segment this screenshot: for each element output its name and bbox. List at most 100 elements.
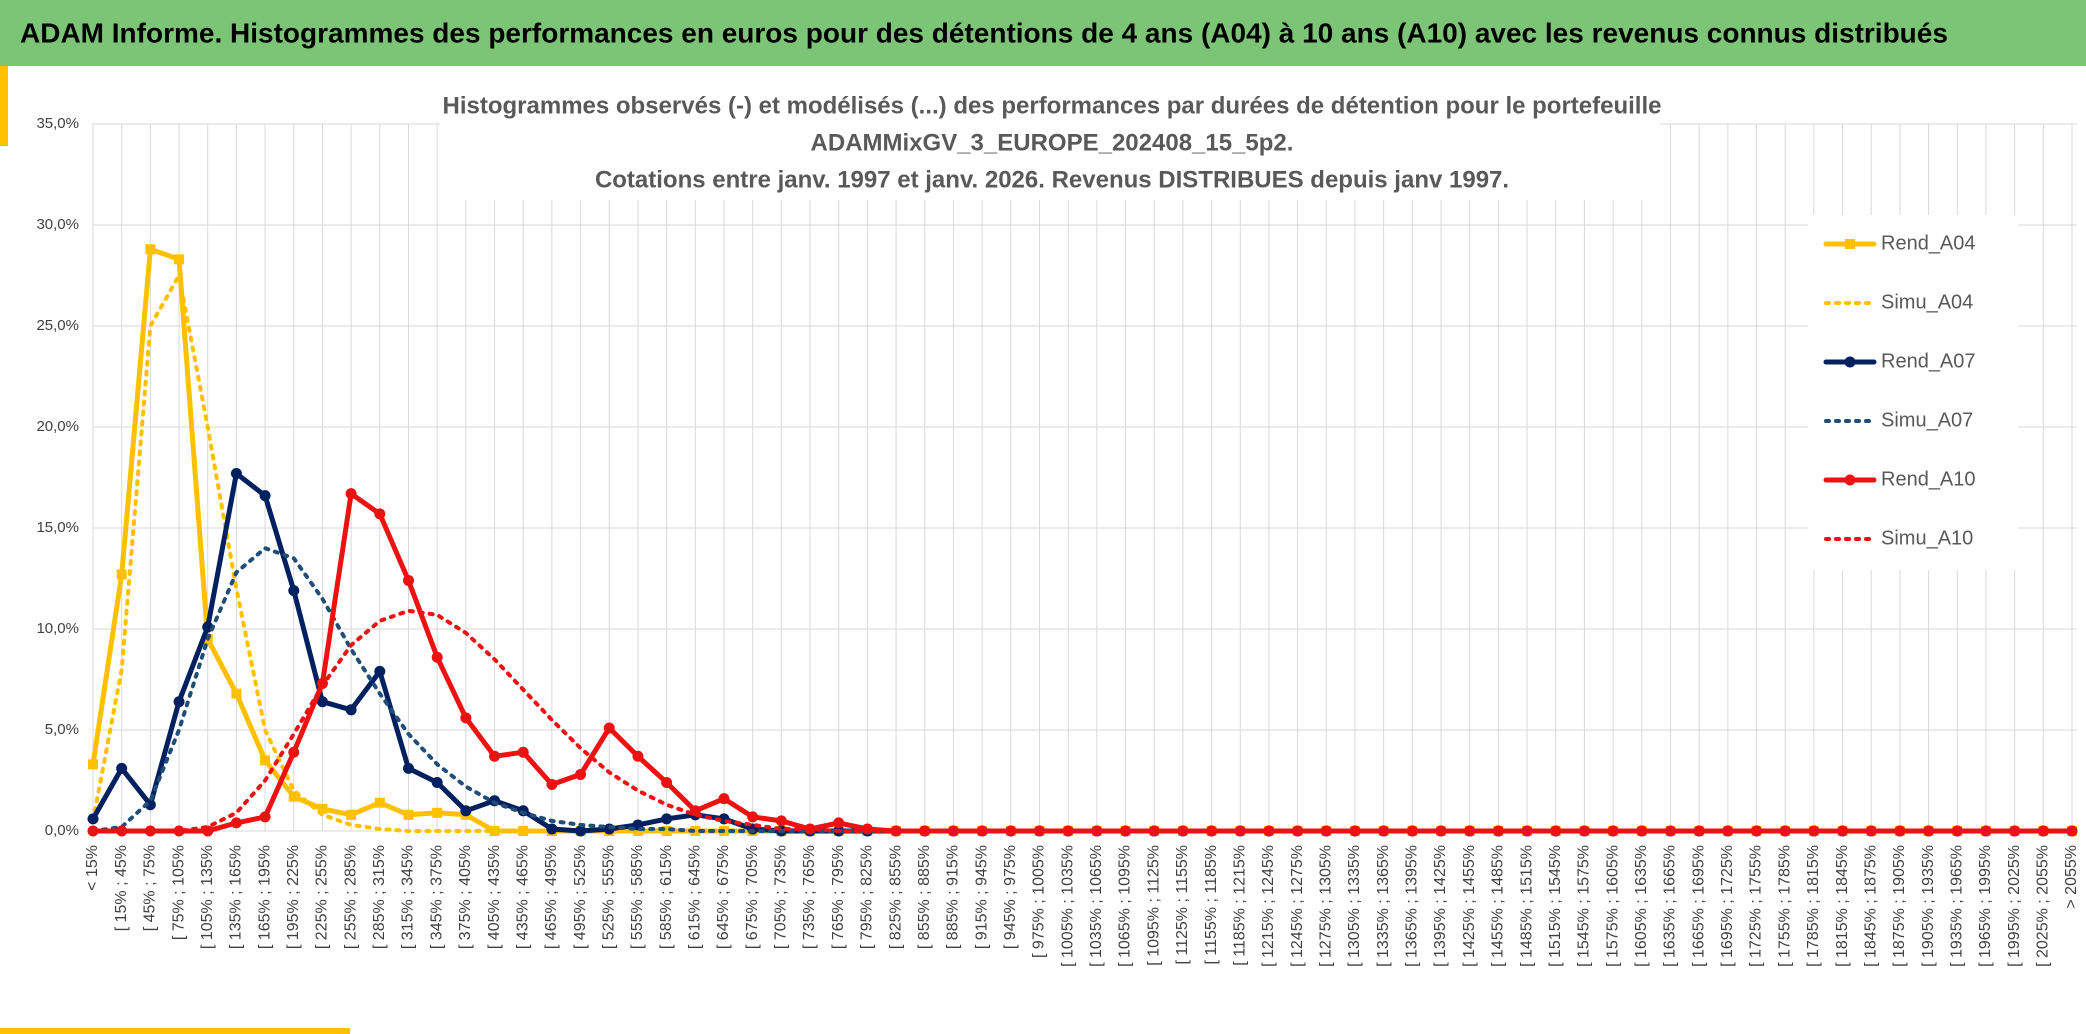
marker <box>374 665 386 677</box>
legend-box <box>1808 215 2018 570</box>
marker <box>1636 825 1648 837</box>
x-tick-label: [ 1965% ; 1995% <box>1977 845 1994 967</box>
x-tick-label: [ 1005% ; 1035% <box>1059 845 1076 967</box>
x-tick-label: [ 315% ; 345% <box>400 845 417 949</box>
marker <box>259 811 271 823</box>
marker <box>288 746 300 758</box>
x-tick-label: [ 1125% ; 1155% <box>1174 845 1191 965</box>
marker <box>718 793 730 805</box>
y-tick-label: 30,0% <box>36 216 79 233</box>
x-tick-label: [ 1515% ; 1545% <box>1547 845 1564 967</box>
x-tick-label: < 15% <box>84 845 101 891</box>
y-tick-label: 0,0% <box>45 822 79 839</box>
x-tick-label: [ 255% ; 285% <box>342 845 359 949</box>
marker <box>1177 825 1189 837</box>
x-tick-label: [ 1545% ; 1575% <box>1576 845 1593 967</box>
marker <box>316 696 328 708</box>
marker <box>173 825 185 837</box>
x-tick-label: [ 1395% ; 1425% <box>1432 845 1449 967</box>
marker <box>575 768 587 780</box>
legend-label: Simu_A10 <box>1881 527 1973 549</box>
marker <box>346 809 357 820</box>
legend-label: Simu_A07 <box>1881 409 1973 431</box>
x-tick-label: [ 1995% ; 2025% <box>2006 845 2023 967</box>
marker <box>231 688 242 699</box>
marker <box>947 825 959 837</box>
marker <box>431 777 443 789</box>
marker <box>518 826 529 836</box>
marker <box>460 712 472 724</box>
x-tick-label: [ 165% ; 195% <box>256 845 273 949</box>
marker <box>317 803 328 814</box>
marker <box>145 244 156 255</box>
x-tick-label: [ 1455% ; 1485% <box>1490 845 1507 967</box>
marker <box>144 825 156 837</box>
x-tick-label: [ 675% ; 705% <box>744 845 761 949</box>
x-tick-label: [ 1095% ; 1125% <box>1145 845 1162 966</box>
chart-title: Histogrammes observés (-) et modélisés (… <box>443 92 1662 119</box>
marker <box>603 722 615 734</box>
marker <box>976 825 988 837</box>
x-tick-label: [ 135% ; 165% <box>228 845 245 949</box>
legend-marker <box>1844 356 1856 368</box>
legend-label: Rend_A07 <box>1881 350 1976 372</box>
x-tick-label: [ 1785% ; 1815% <box>1805 845 1822 967</box>
marker <box>402 575 414 587</box>
marker <box>1607 825 1619 837</box>
marker <box>546 823 558 835</box>
x-tick-label: [ 1275% ; 1305% <box>1318 845 1335 967</box>
x-tick-label: [ 645% ; 675% <box>715 845 732 949</box>
marker <box>747 811 759 823</box>
marker <box>460 805 472 817</box>
x-tick-label: [ 105% ; 135% <box>199 845 216 949</box>
marker <box>144 799 156 811</box>
accent <box>0 1028 350 1034</box>
y-tick-label: 25,0% <box>36 317 79 334</box>
legend-label: Rend_A10 <box>1881 468 1976 490</box>
x-tick-label: [ 1725% ; 1755% <box>1748 845 1765 967</box>
marker <box>1378 825 1390 837</box>
x-tick-label: [ 285% ; 315% <box>371 845 388 949</box>
x-tick-label: [ 495% ; 525% <box>572 845 589 949</box>
x-tick-label: [ 765% ; 795% <box>830 845 847 949</box>
y-tick-label: 10,0% <box>36 620 79 637</box>
legend-label: Rend_A04 <box>1881 232 1976 254</box>
x-tick-label: [ 1185% ; 1215% <box>1231 845 1248 966</box>
header-bar <box>0 0 2086 66</box>
x-tick-label: [ 705% ; 735% <box>773 845 790 949</box>
accent <box>0 66 8 146</box>
x-tick-label: [ 435% ; 465% <box>514 845 531 949</box>
x-tick-label: [ 375% ; 405% <box>457 845 474 949</box>
x-tick-label: [ 1815% ; 1845% <box>1834 845 1851 967</box>
x-tick-label: [ 975% ; 1005% <box>1031 845 1048 958</box>
marker <box>575 825 587 837</box>
marker <box>1435 825 1447 837</box>
x-tick-label: [ 195% ; 225% <box>285 845 302 949</box>
marker <box>1865 825 1877 837</box>
marker <box>1837 825 1849 837</box>
x-tick-label: [ 615% ; 645% <box>687 845 704 949</box>
x-tick-label: [ 1335% ; 1365% <box>1375 845 1392 967</box>
marker <box>116 762 128 774</box>
x-tick-label: [ 735% ; 765% <box>801 845 818 949</box>
marker <box>1808 825 1820 837</box>
marker <box>432 807 443 818</box>
x-tick-label: [ 585% ; 615% <box>658 845 675 949</box>
x-tick-label: [ 2025% ; 2055% <box>2035 845 2052 967</box>
x-tick-label: [ 855% ; 885% <box>916 845 933 949</box>
x-tick-label: [ 75% ; 105% <box>170 845 187 940</box>
x-tick-label: [ 1035% ; 1065% <box>1088 845 1105 967</box>
x-tick-label: [ 1485% ; 1515% <box>1518 845 1535 967</box>
marker <box>661 777 673 789</box>
x-tick-label: [ 1875% ; 1905% <box>1891 845 1908 967</box>
chart-title: ADAMMixGV_3_EUROPE_202408_15_5p2. <box>811 129 1294 156</box>
marker <box>345 704 357 716</box>
marker <box>661 813 673 825</box>
y-tick-label: 5,0% <box>45 721 79 738</box>
x-tick-label: > 2055% <box>2063 845 2080 909</box>
x-tick-label: [ 555% ; 585% <box>629 845 646 949</box>
x-tick-label: [ 1365% ; 1395% <box>1404 845 1421 967</box>
marker <box>2037 825 2049 837</box>
x-tick-label: [ 1425% ; 1455% <box>1461 845 1478 967</box>
